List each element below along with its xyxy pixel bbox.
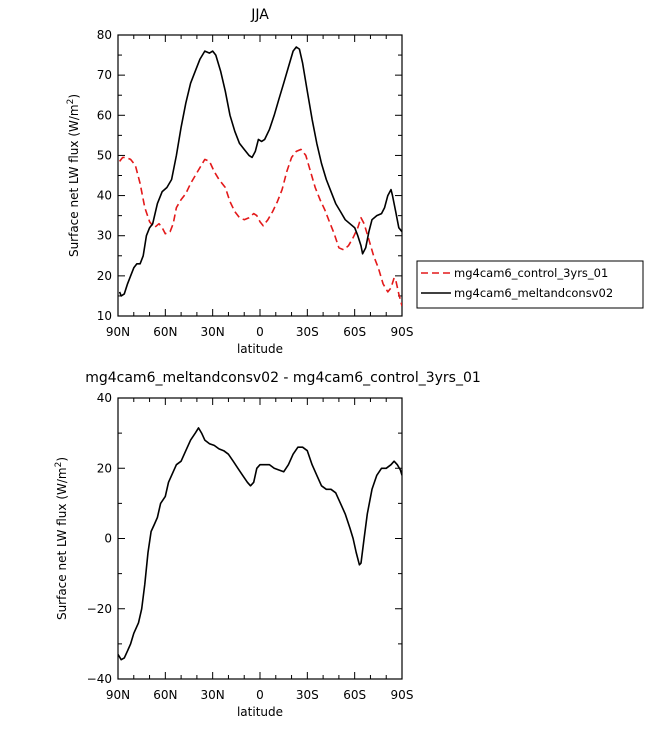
series-line-0 [118, 427, 402, 661]
plot-0: JJA 90N 60N 30N 0 30S 60S 90S 10 20 30 40 50 60 70 80 la… [66, 7, 644, 356]
legend-box [416, 260, 644, 309]
y-tick-label: 50 [97, 148, 112, 162]
y-tick-label: 0 [104, 532, 112, 546]
plot-1: mg4cam6_meltandconsv02 - mg4cam6_control… [54, 370, 481, 719]
x-tick-label: 30S [296, 688, 319, 702]
plot-frame [117, 397, 403, 680]
x-tick-label: 30N [201, 325, 225, 339]
x-tick-label: 30N [201, 688, 225, 702]
x-tick-label: 0 [256, 325, 264, 339]
y-axis-label: Surface net LW flux (W/m2) [54, 457, 69, 620]
y-tick-label: 20 [97, 461, 112, 475]
x-tick-label: 60S [343, 688, 366, 702]
x-tick-label: 0 [256, 688, 264, 702]
series-line-0 [118, 148, 402, 307]
x-axis-label: latitude [237, 705, 283, 719]
y-tick-label: 40 [97, 189, 112, 203]
y-axis-label: Surface net LW flux (W/m2) [66, 94, 81, 257]
y-tick-label: 30 [97, 229, 112, 243]
legend-entry-1: mg4cam6_meltandconsv02 [454, 286, 613, 300]
y-tick-label: −40 [87, 672, 112, 686]
y-tick-label: −20 [87, 602, 112, 616]
y-tick-label: 70 [97, 68, 112, 82]
x-tick-label: 90N [106, 688, 130, 702]
y-tick-label: 80 [97, 28, 112, 42]
y-tick-label: 40 [97, 391, 112, 405]
x-tick-label: 90S [391, 325, 414, 339]
legend-entry-0: mg4cam6_control_3yrs_01 [454, 266, 608, 280]
x-axis-label: latitude [237, 342, 283, 356]
y-tick-label: 60 [97, 108, 112, 122]
x-tick-label: 90N [106, 325, 130, 339]
x-tick-label: 60N [153, 688, 177, 702]
y-tick-label: 10 [97, 309, 112, 323]
chart-title: mg4cam6_meltandconsv02 - mg4cam6_control… [85, 370, 481, 386]
x-tick-label: 60N [153, 325, 177, 339]
legend: mg4cam6_control_3yrs_01 mg4cam6_meltandco… [416, 260, 644, 309]
y-tick-label: 20 [97, 269, 112, 283]
plot-frame [117, 34, 403, 317]
x-tick-label: 90S [391, 688, 414, 702]
chart-title: JJA [250, 7, 269, 23]
series-line-1 [118, 46, 402, 297]
x-tick-label: 60S [343, 325, 366, 339]
x-tick-label: 30S [296, 325, 319, 339]
